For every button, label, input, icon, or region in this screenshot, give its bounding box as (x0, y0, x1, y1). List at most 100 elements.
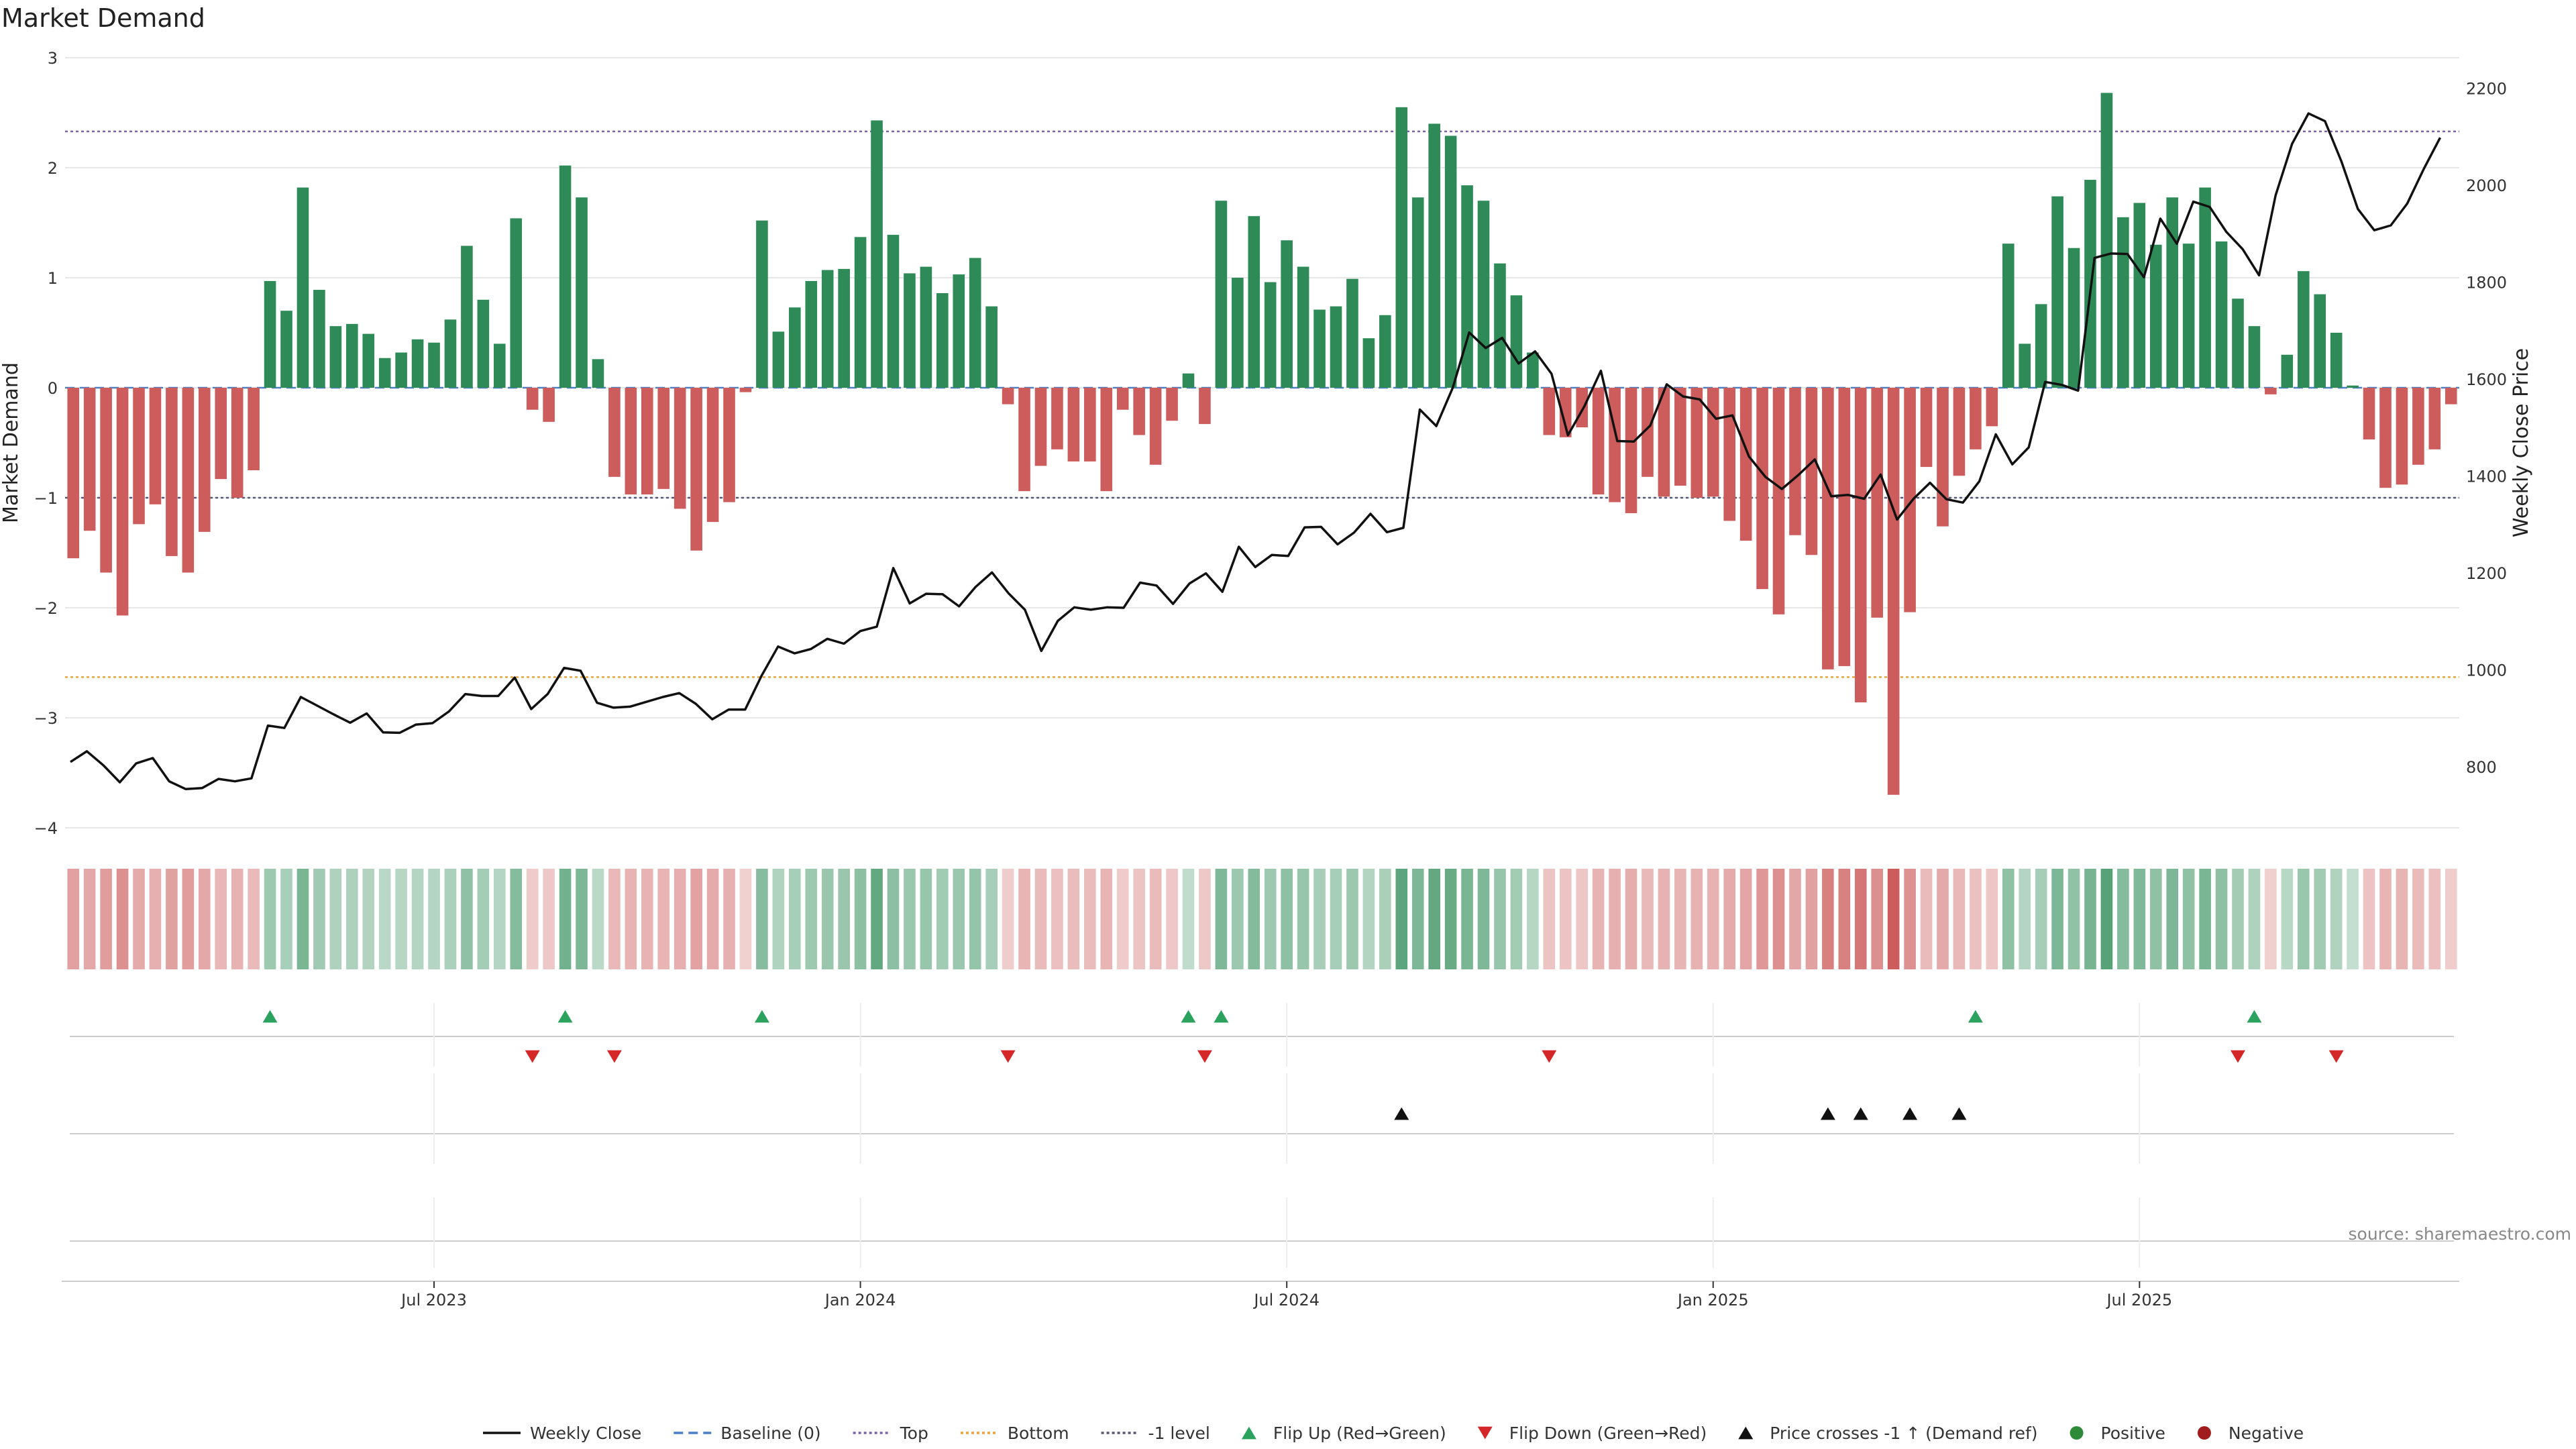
demand-bar (1215, 201, 1228, 388)
demand-bar (1527, 352, 1539, 388)
heat-cell (739, 869, 752, 969)
heat-cell (2347, 869, 2359, 969)
heat-cell (2232, 869, 2244, 969)
heat-cell (690, 869, 702, 969)
heat-cell (1576, 869, 1588, 969)
demand-bar (592, 359, 604, 388)
heat-cell (936, 869, 949, 969)
demand-bar (215, 388, 227, 480)
demand-bar (789, 307, 801, 388)
heat-cell (1494, 869, 1506, 969)
x-tick-label: Jul 2023 (400, 1291, 467, 1309)
demand-bar (1313, 309, 1326, 388)
heat-cell (2149, 869, 2162, 969)
heat-cell (1264, 869, 1277, 969)
demand-bar (1248, 216, 1260, 388)
y2-tick-label: 1600 (2466, 370, 2507, 389)
legend-item: -1 level (1101, 1424, 1210, 1443)
x-tick-label: Jul 2025 (2105, 1291, 2172, 1309)
demand-bar (2002, 244, 2015, 388)
heat-cell (2428, 869, 2441, 969)
chart-title: Market Demand (1, 3, 205, 33)
demand-bar (1149, 388, 1162, 465)
y-tick-label: −4 (34, 819, 58, 838)
demand-bar (1297, 266, 1309, 388)
heat-cell (871, 869, 883, 969)
y-tick-label: −1 (34, 489, 58, 508)
heat-cell (428, 869, 440, 969)
y2-tick-label: 1000 (2466, 661, 2507, 680)
heat-cell (1609, 869, 1621, 969)
x-tick-label: Jul 2024 (1252, 1291, 1320, 1309)
demand-bar (936, 292, 949, 388)
heat-cell (706, 869, 719, 969)
demand-bar (1592, 388, 1605, 495)
demand-bar (2330, 333, 2343, 388)
y-tick-label: −3 (34, 709, 58, 728)
demand-bar (313, 290, 325, 388)
heat-cell (1002, 869, 1014, 969)
demand-bar (345, 323, 358, 388)
heat-cell (657, 869, 670, 969)
weekly-close-series (70, 112, 2442, 790)
demand-bar (2412, 388, 2424, 465)
flip-up-marker (1181, 1010, 1196, 1023)
flip-up-marker (754, 1010, 769, 1023)
demand-bar (116, 388, 129, 616)
legend-label: Top (900, 1424, 928, 1443)
legend-item: Weekly Close (483, 1424, 641, 1443)
heat-cell (1838, 869, 1851, 969)
legend-label: Weekly Close (530, 1424, 641, 1443)
demand-bar (543, 388, 555, 422)
demand-bar (1444, 136, 1457, 388)
heat-cell (985, 869, 998, 969)
demand-bar (2314, 294, 2326, 388)
heat-cell (2019, 869, 2031, 969)
legend-swatch (2070, 1426, 2084, 1440)
heat-cell (1461, 869, 1473, 969)
heat-cell (1527, 869, 1539, 969)
demand-bar (706, 388, 719, 523)
heat-cell (1739, 869, 1752, 969)
heat-cell (2133, 869, 2146, 969)
heat-cell (1281, 869, 1293, 969)
legend-item: Positive (2070, 1424, 2165, 1443)
demand-heat-strip (67, 869, 2457, 969)
demand-bar (1494, 263, 1506, 388)
demand-bar (461, 246, 473, 388)
heat-cell (1100, 869, 1113, 969)
y2-tick-label: 1800 (2466, 274, 2507, 292)
heat-cell (887, 869, 900, 969)
flip-up-marker (262, 1010, 278, 1023)
demand-bar (1264, 282, 1277, 388)
y-tick-label: 2 (48, 159, 58, 178)
price-cross-marker (1820, 1107, 1835, 1120)
y2-tick-label: 1400 (2466, 468, 2507, 486)
demand-bar (821, 270, 834, 388)
heat-cell (789, 869, 801, 969)
heat-cell (2363, 869, 2375, 969)
heat-cell (1248, 869, 1260, 969)
heat-cell (133, 869, 145, 969)
heat-cell (1411, 869, 1424, 969)
demand-bar (2215, 241, 2228, 388)
heat-cell (641, 869, 653, 969)
demand-bar (657, 388, 670, 489)
y2-tick-label: 800 (2466, 758, 2497, 777)
heat-cell (2182, 869, 2195, 969)
demand-bar (2117, 217, 2129, 388)
demand-bar (904, 273, 916, 388)
y-tick-label: −2 (34, 599, 58, 618)
demand-bar (1281, 240, 1293, 388)
demand-bar (985, 306, 998, 388)
demand-bar (1411, 197, 1424, 388)
demand-bar (2133, 203, 2146, 388)
heat-cell (1444, 869, 1457, 969)
demand-bar (2347, 385, 2359, 388)
demand-bar (477, 299, 490, 388)
heat-cell (1854, 869, 1867, 969)
heat-cell (1051, 869, 1063, 969)
flip-down-marker (525, 1050, 540, 1063)
price-cross-marker (1902, 1107, 1918, 1120)
